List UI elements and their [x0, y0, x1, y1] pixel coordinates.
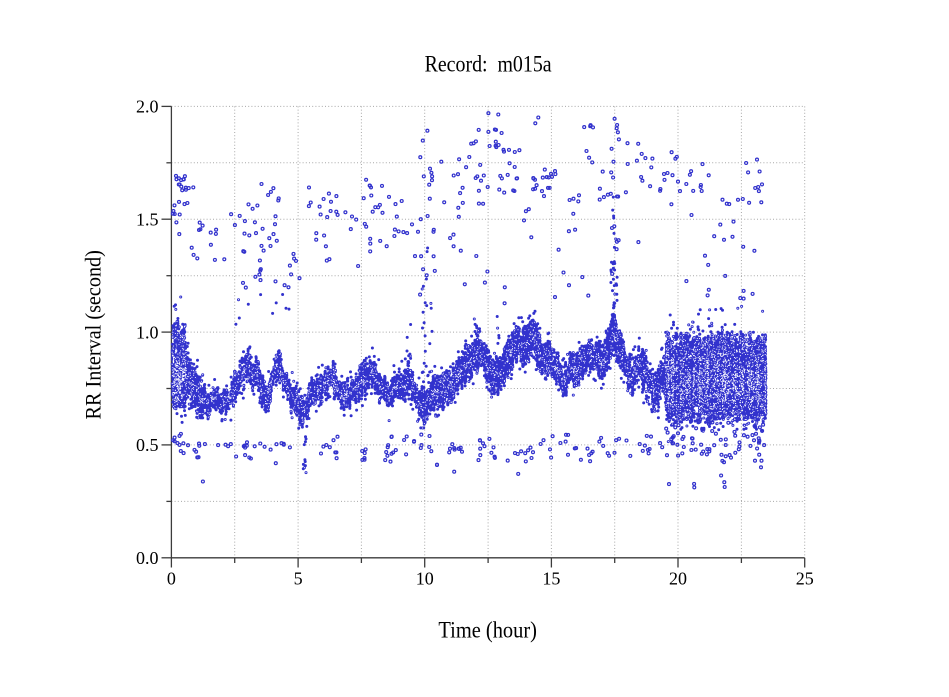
svg-text:RR Interval (second): RR Interval (second) — [81, 250, 106, 419]
svg-text:0.0: 0.0 — [136, 548, 159, 568]
svg-text:2.0: 2.0 — [136, 97, 159, 117]
svg-text:20: 20 — [669, 568, 687, 588]
svg-text:Record: m015a: Record: m015a — [425, 51, 552, 76]
svg-text:1.5: 1.5 — [136, 210, 159, 230]
svg-text:5: 5 — [294, 568, 303, 588]
svg-text:10: 10 — [416, 568, 434, 588]
svg-text:0.5: 0.5 — [136, 435, 159, 455]
svg-text:1.0: 1.0 — [136, 322, 159, 342]
svg-text:0: 0 — [167, 568, 176, 588]
svg-text:Time (hour): Time (hour) — [438, 617, 537, 643]
svg-text:15: 15 — [542, 568, 560, 588]
svg-text:25: 25 — [796, 568, 814, 588]
